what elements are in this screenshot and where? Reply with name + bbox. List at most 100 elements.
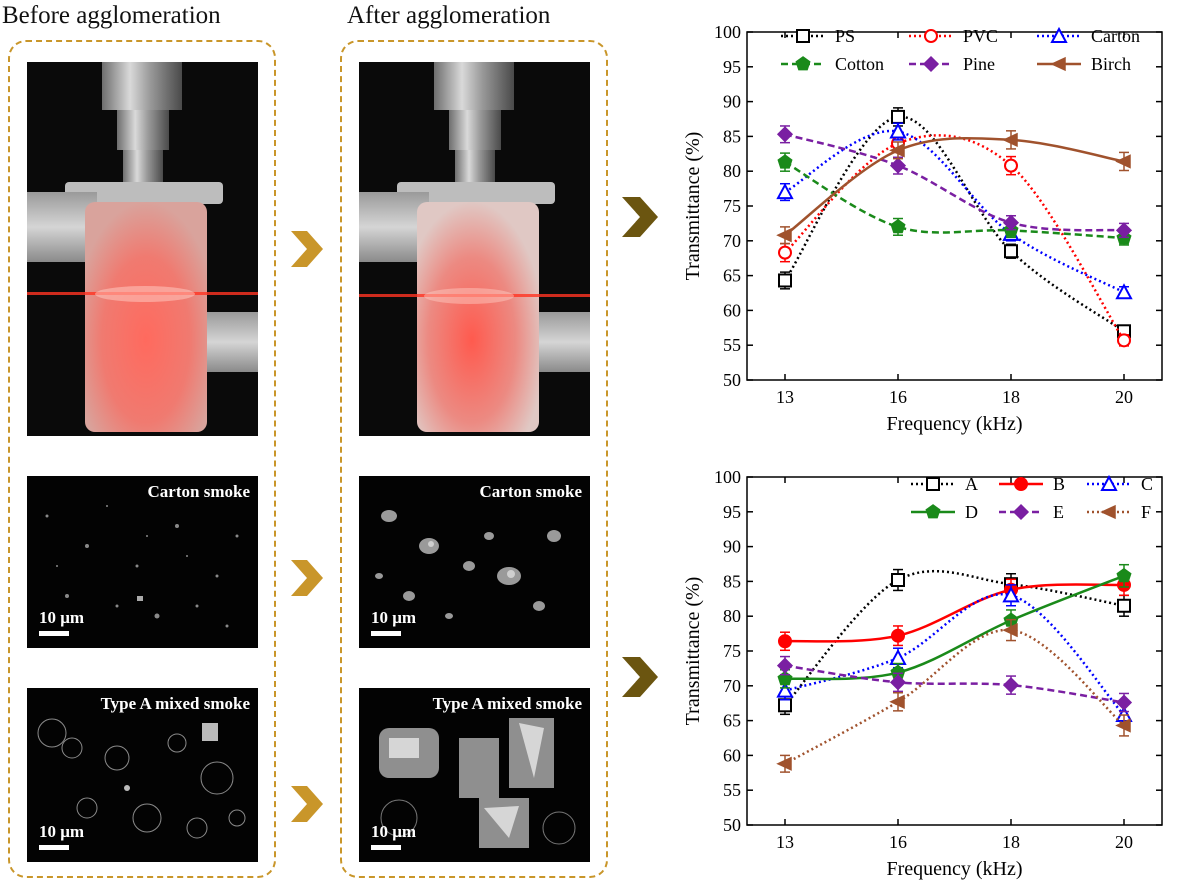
- legend-label: F: [1141, 502, 1151, 522]
- sem-texture: [375, 510, 561, 619]
- transmittance-chart-materials: 50 55 60 65 70 75 80 85 90 95 100 13 16 18 20 Frequency…: [682, 22, 1163, 435]
- series-line: [784, 133, 1125, 232]
- data-point: [1115, 694, 1133, 711]
- series-line: [784, 574, 1125, 681]
- legend-item: F: [1087, 502, 1151, 522]
- data-point: [776, 657, 794, 674]
- series-line: [784, 136, 1125, 237]
- series-b: [778, 573, 1131, 652]
- series-pine: [776, 125, 1133, 239]
- x-axis-label: Frequency (kHz): [886, 858, 1022, 880]
- after-title: After agglomeration: [347, 2, 551, 29]
- legend-marker: [922, 55, 940, 73]
- data-point: [891, 109, 905, 124]
- before-title: Before agglomeration: [2, 2, 221, 29]
- x-tick-label: 20: [1115, 832, 1133, 852]
- series-ps: [778, 107, 1131, 339]
- y-tick-label: 55: [723, 780, 741, 800]
- y-axis-label: Transmittance (%): [682, 577, 704, 726]
- scale-label: 10 μm: [371, 608, 417, 627]
- y-axis-label: Transmittance (%): [682, 132, 704, 281]
- legend-label: Cotton: [835, 54, 884, 74]
- y-tick-label: 85: [723, 126, 741, 146]
- sem-mixed-before: Type A mixed smoke 10 μm: [27, 688, 258, 862]
- data-point: [778, 273, 792, 288]
- legend-item: Birch: [1037, 54, 1131, 74]
- y-tick-label: 90: [723, 537, 741, 557]
- sem-carton-before: Carton smoke 10 μm: [27, 476, 258, 648]
- data-point: [889, 648, 907, 665]
- series-line: [784, 664, 1125, 704]
- sem-carton-after: Carton smoke 10 μm: [359, 476, 590, 648]
- y-tick-label: 50: [723, 815, 741, 835]
- data-point: [1115, 283, 1133, 300]
- legend-item: Carton: [1037, 26, 1140, 46]
- legend-marker: [926, 477, 940, 491]
- chevron-right-icon: [291, 231, 323, 267]
- scale-bar: [39, 845, 69, 850]
- sem-label-mixed: Type A mixed smoke: [100, 694, 250, 713]
- legend-item: Cotton: [781, 54, 884, 74]
- data-point: [1002, 586, 1020, 603]
- legend-label: Carton: [1091, 26, 1140, 46]
- after-frame: [340, 40, 608, 878]
- series-e: [776, 655, 1133, 713]
- series-d: [777, 563, 1132, 689]
- series-c: [776, 584, 1133, 727]
- sem-label-carton: Carton smoke: [147, 482, 250, 501]
- transmittance-chart-mixtures: 50 55 60 65 70 75 80 85 90 95 100 13 16 18 20 Frequency…: [682, 467, 1163, 880]
- legend-item: A: [911, 474, 978, 494]
- scale-label: 10 μm: [39, 608, 85, 627]
- chevron-right-icon: [291, 560, 323, 596]
- y-tick-label: 70: [723, 231, 741, 251]
- x-tick-label: 18: [1002, 387, 1020, 407]
- series-line: [784, 628, 1125, 765]
- legend-label: Birch: [1091, 54, 1131, 74]
- legend-marker: [925, 504, 941, 519]
- data-point: [889, 122, 907, 139]
- legend-label: E: [1053, 502, 1064, 522]
- legend-marker: [924, 29, 938, 43]
- legend-marker: [1050, 26, 1068, 43]
- x-tick-label: 18: [1002, 832, 1020, 852]
- data-point: [776, 126, 794, 143]
- chevron-right-icon: [291, 786, 323, 822]
- legend-marker: [1050, 56, 1066, 72]
- y-tick-label: 65: [723, 266, 741, 286]
- legend-item: C: [1087, 474, 1153, 494]
- data-point: [776, 681, 794, 698]
- data-point: [778, 245, 792, 260]
- data-point: [778, 698, 792, 713]
- legend-item: D: [911, 502, 978, 522]
- scale-label: 10 μm: [371, 822, 417, 841]
- y-tick-label: 50: [723, 370, 741, 390]
- sem-label-carton: Carton smoke: [479, 482, 582, 501]
- series-pvc: [778, 133, 1131, 348]
- y-tick-label: 55: [723, 335, 741, 355]
- y-tick-label: 80: [723, 161, 741, 181]
- x-axis-label: Frequency (kHz): [886, 413, 1022, 435]
- data-point: [776, 182, 794, 200]
- y-tick-label: 100: [714, 467, 741, 487]
- data-point: [778, 634, 792, 649]
- y-tick-label: 60: [723, 300, 741, 320]
- legend-label: C: [1141, 474, 1153, 494]
- before-frame: [8, 40, 276, 878]
- data-point: [1117, 333, 1131, 348]
- legend-marker: [1100, 474, 1118, 491]
- y-tick-label: 75: [723, 641, 741, 661]
- chevron-right-icon: [622, 197, 658, 237]
- x-tick-label: 13: [776, 387, 794, 407]
- plot-frame: [746, 31, 1163, 381]
- data-point: [889, 674, 907, 691]
- y-tick-label: 75: [723, 196, 741, 216]
- series-line: [784, 569, 1125, 707]
- x-tick-label: 20: [1115, 387, 1133, 407]
- legend-item: Pine: [909, 54, 995, 74]
- data-point: [776, 228, 792, 243]
- data-point: [1115, 154, 1131, 169]
- series-f: [776, 618, 1131, 773]
- x-tick-label: 16: [889, 387, 907, 407]
- data-point: [889, 694, 905, 709]
- data-point: [889, 143, 905, 158]
